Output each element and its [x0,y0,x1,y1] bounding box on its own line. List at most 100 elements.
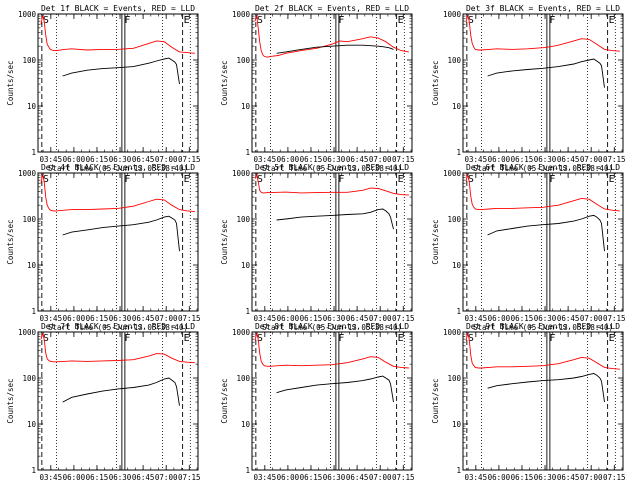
x-tick-label: 06:45 [557,314,580,323]
x-tick-label: 07:00 [155,155,178,164]
y-tick-label: 100 [447,215,461,224]
marker-label-S: S [257,15,263,26]
x-tick-label: 07:15 [603,155,626,164]
marker-label-E: E [398,174,404,185]
plot-frame [462,172,624,312]
x-axis-label: Start Time (05-Jun-13 05:38:40) [48,323,188,332]
series-events-line [62,377,180,406]
marker-label-S: S [257,174,263,185]
panel-title: Det 3f BLACK = Events, RED = LLD [466,4,620,13]
series-events-line [62,215,180,252]
y-tick-label: 1 [245,148,250,157]
series-events-line [276,375,394,403]
panel-det-4f: Det 4f BLACK = Events, RED = LLD S F E 1 10 10… [6,163,201,332]
series-events-line [62,57,180,85]
y-axis-label: Counts/sec [6,219,15,264]
x-axis-label: Start Time (05-Jun-13 05:38:40) [473,323,613,332]
x-tick-label: 06:00 [277,314,300,323]
y-axis-label: Counts/sec [431,378,440,423]
x-tick-label: 06:30 [534,155,557,164]
plot-frame [37,331,199,471]
marker-label-E: E [609,174,615,185]
y-tick-label: 1 [31,466,36,475]
series-events-line [487,58,605,88]
y-tick-label: 10 [452,420,462,429]
plot-frame [462,13,624,153]
series-events-line [487,214,605,252]
y-tick-label: 1 [31,148,36,157]
y-tick-label: 1000 [232,10,251,19]
series-lld-line [254,332,409,369]
x-tick-label: 06:00 [488,314,511,323]
y-tick-label: 10 [27,102,37,111]
panel-det-5f: Det 5f BLACK = Events, RED = LLD S F E 1 10 10… [220,163,415,332]
y-tick-label: 100 [236,374,250,383]
y-tick-label: 100 [236,215,250,224]
y-tick-label: 1000 [18,328,37,337]
x-tick-label: 06:30 [534,314,557,323]
marker-label-F: F [338,15,344,26]
x-tick-label: 03:45 [254,314,277,323]
panel-title: Det 7f BLACK = Events, RED = LLD [41,322,195,331]
y-tick-label: 1 [456,466,461,475]
x-tick-label: 03:45 [254,155,277,164]
y-axis-label: Counts/sec [6,60,15,105]
x-tick-label: 07:00 [369,314,392,323]
x-tick-label: 06:00 [488,155,511,164]
series-events-line [276,208,394,230]
x-axis-label: Start Time (05-Jun-13 05:38:40) [262,164,402,173]
x-tick-label: 06:45 [346,473,369,480]
x-tick-label: 03:45 [254,473,277,480]
y-tick-label: 10 [27,261,37,270]
series-lld-line [40,173,195,213]
marker-label-S: S [257,333,263,344]
x-tick-label: 06:15 [86,314,109,323]
x-tick-label: 07:15 [392,473,415,480]
x-tick-label: 07:15 [392,155,415,164]
x-tick-label: 06:15 [300,473,323,480]
plot-frame [251,172,413,312]
x-tick-label: 06:00 [277,473,300,480]
x-tick-label: 06:45 [132,314,155,323]
x-tick-label: 06:15 [86,155,109,164]
plot-frame [462,331,624,471]
series-lld-line [254,14,409,58]
x-tick-label: 06:15 [300,314,323,323]
y-tick-label: 1000 [232,169,251,178]
x-tick-label: 06:45 [557,155,580,164]
x-tick-label: 07:00 [580,473,603,480]
y-tick-label: 100 [236,56,250,65]
panel-det-6f: Det 6f BLACK = Events, RED = LLD S F E 1 10 10… [431,163,626,332]
x-tick-label: 06:15 [511,155,534,164]
x-tick-label: 07:15 [178,155,201,164]
x-tick-label: 06:45 [132,155,155,164]
plot-frame [251,331,413,471]
panel-title: Det 1f BLACK = Events, RED = LLD [41,4,195,13]
panel-det-7f: Det 7f BLACK = Events, RED = LLD S F E 1 10 10… [6,322,201,480]
y-axis-label: Counts/sec [6,378,15,423]
y-axis-label: Counts/sec [220,60,229,105]
plot-frame [37,172,199,312]
x-tick-label: 06:30 [323,314,346,323]
x-tick-label: 07:15 [178,314,201,323]
series-events-line [487,373,605,403]
x-tick-label: 06:30 [323,473,346,480]
x-axis-label: Start Time (05-Jun-13 05:38:40) [473,164,613,173]
panel-title: Det 5f BLACK = Events, RED = LLD [255,163,409,172]
x-tick-label: 07:15 [178,473,201,480]
plot-frame [37,13,199,153]
y-tick-label: 1 [31,307,36,316]
y-tick-label: 1 [456,148,461,157]
panel-title: Det 2f BLACK = Events, RED = LLD [255,4,409,13]
y-axis-label: Counts/sec [220,219,229,264]
marker-label-E: E [398,333,404,344]
x-tick-label: 06:15 [300,155,323,164]
x-tick-label: 06:45 [132,473,155,480]
x-tick-label: 06:30 [109,473,132,480]
y-tick-label: 10 [241,102,251,111]
marker-label-F: F [549,333,555,344]
y-tick-label: 100 [22,215,36,224]
x-tick-label: 07:00 [369,155,392,164]
marker-label-F: F [124,333,130,344]
